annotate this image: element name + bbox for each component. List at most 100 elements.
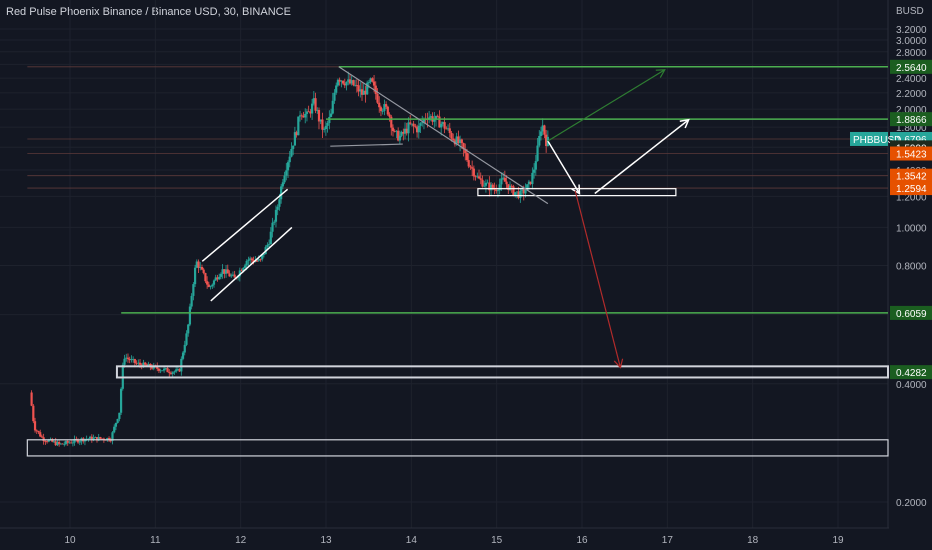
candle-body (193, 267, 197, 285)
time-axis-bg (0, 529, 932, 550)
candle-body (30, 392, 33, 406)
y-tick-label: 3.2000 (896, 25, 927, 36)
candle-body (68, 442, 71, 444)
candle-body (489, 184, 493, 191)
candle-body (87, 438, 90, 440)
candle-body (47, 439, 50, 442)
candle-body (484, 182, 488, 186)
candle-body (249, 258, 252, 260)
candle-body (32, 405, 35, 422)
candle-body (169, 373, 173, 374)
candle-body (440, 123, 443, 128)
candle-body (59, 443, 62, 445)
candle-body (35, 430, 38, 432)
candle-body (70, 442, 73, 444)
candle-body (76, 439, 80, 443)
candle-body (64, 441, 68, 444)
x-tick-label: 19 (832, 535, 844, 546)
candle-body (255, 260, 259, 262)
candle-body (187, 324, 190, 334)
candle-body (302, 115, 305, 118)
candle-body (376, 94, 379, 103)
candle-body (364, 90, 367, 95)
candle-body (157, 368, 161, 371)
candle-body (527, 181, 531, 185)
candle-body (415, 127, 419, 133)
candle-body (340, 80, 343, 82)
candle-body (414, 126, 417, 128)
candle-body (524, 189, 527, 194)
candle-body (402, 131, 405, 134)
candle-body (343, 83, 346, 86)
candle-body (226, 269, 229, 274)
candle-body (245, 260, 248, 266)
candle-body (421, 122, 424, 124)
candle-body (379, 107, 383, 111)
candle-body (250, 258, 253, 261)
candle-body (56, 442, 59, 446)
candle-body (58, 442, 61, 444)
candle-body (218, 276, 221, 280)
candle-body (476, 176, 479, 178)
candle-body (262, 254, 266, 255)
candle-body (477, 176, 481, 179)
price-tag-label: 0.6059 (896, 309, 927, 320)
candle-body (371, 78, 374, 82)
candle-body (114, 422, 118, 427)
x-tick-label: 10 (64, 535, 76, 546)
x-tick-label: 11 (150, 535, 161, 546)
candle-body (126, 357, 130, 359)
price-tag (890, 181, 932, 196)
candle-body (52, 441, 56, 443)
candle-body (230, 275, 233, 277)
candle-body (467, 160, 470, 167)
candle-body (183, 344, 186, 353)
candle-body (257, 259, 260, 261)
candle-body (89, 436, 92, 439)
candle-body (119, 388, 123, 413)
candle-body (403, 128, 407, 134)
candle-body (321, 119, 324, 130)
candle-body (159, 370, 162, 372)
candle-body (378, 102, 381, 108)
candle-body (374, 85, 377, 95)
y-tick-label: 1.2000 (896, 192, 927, 203)
candle-body (462, 143, 465, 150)
candle-body (200, 266, 204, 270)
candle-body (354, 84, 357, 86)
candle-body (197, 261, 200, 268)
candle-body (51, 439, 54, 442)
candle-body (390, 116, 393, 128)
candle-body (309, 111, 312, 114)
candle-body (195, 261, 198, 268)
candle-body (359, 89, 362, 92)
candle-body (243, 265, 247, 268)
zone-box (115, 365, 889, 379)
projection-arrow (547, 140, 581, 194)
y-tick-label: 0.8000 (896, 262, 927, 273)
candle-body (166, 368, 169, 373)
candle-body (534, 161, 537, 170)
candle-body (211, 284, 214, 287)
arrow-head (679, 118, 690, 129)
candle-body (503, 177, 506, 182)
candle-body (261, 254, 264, 260)
x-tick-label: 18 (747, 535, 759, 546)
candle-body (207, 284, 210, 287)
y-tick-label: 2.4000 (896, 74, 927, 85)
candle-body (400, 131, 403, 136)
candle-body (545, 134, 548, 147)
candle-body (147, 363, 150, 366)
candle-body (269, 231, 272, 245)
candle-body (242, 267, 245, 271)
projection-arrow (547, 69, 666, 142)
candle-body (491, 184, 494, 189)
candle-body (150, 367, 154, 369)
candle-body (106, 438, 109, 441)
candle-body (231, 274, 235, 276)
candle-body (37, 431, 40, 433)
candle-body (498, 184, 501, 191)
candle-body (538, 136, 541, 146)
candle-body (412, 123, 415, 127)
